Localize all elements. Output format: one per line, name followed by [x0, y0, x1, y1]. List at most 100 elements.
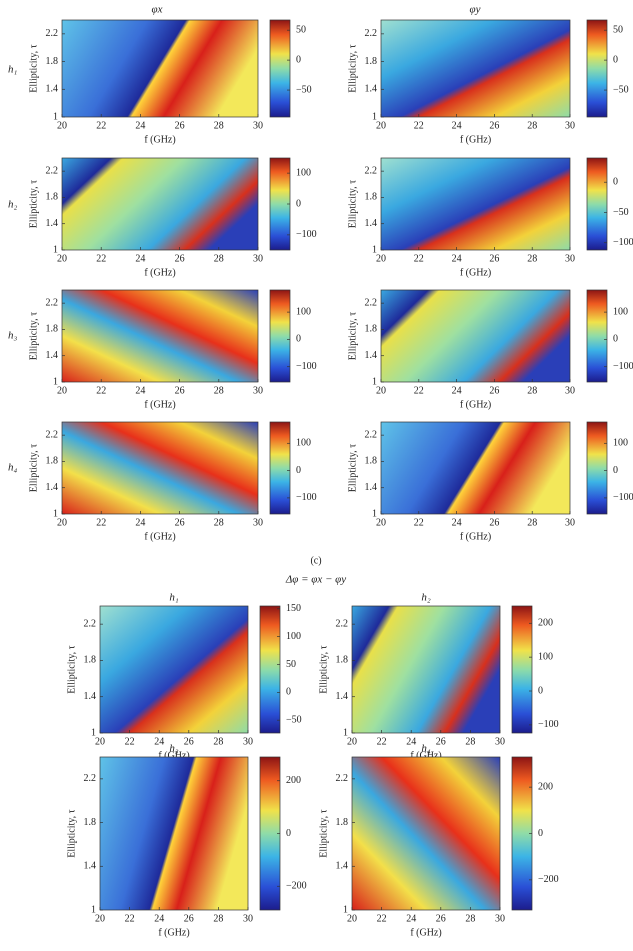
x-tick-label: 20 — [57, 120, 67, 131]
colorbar-tick-label: −50 — [613, 84, 629, 95]
x-tick-label: 28 — [214, 385, 224, 396]
x-tick-label: 20 — [57, 517, 67, 528]
caption: (c) — [310, 555, 321, 566]
y-axis-label: Ellipticity, τ — [28, 444, 39, 492]
x-tick-label: 28 — [465, 736, 475, 747]
y-axis-label: Ellipticity, τ — [28, 44, 39, 92]
y-tick-label: 1.8 — [336, 655, 349, 666]
y-tick-label: 1.4 — [336, 691, 349, 702]
panel-title: h₁ — [169, 592, 179, 604]
x-axis-label: f (GHz) — [410, 750, 441, 761]
y-tick-label: 1.4 — [46, 84, 59, 95]
x-axis-label: f (GHz) — [460, 267, 491, 278]
y-tick-label: 1 — [53, 244, 58, 255]
panel-title: h₄ — [421, 743, 431, 755]
y-axis-label: Ellipticity, τ — [318, 809, 329, 857]
colorbar — [586, 157, 608, 251]
x-tick-label: 20 — [347, 736, 357, 747]
colorbar-tick-label: −200 — [286, 881, 307, 892]
x-tick-label: 28 — [213, 736, 223, 747]
y-axis-label: Ellipticity, τ — [66, 809, 77, 857]
y-tick-label: 2.2 — [365, 28, 378, 39]
x-tick-label: 30 — [253, 253, 263, 264]
x-tick-label: 30 — [565, 120, 575, 131]
x-tick-label: 20 — [376, 385, 386, 396]
colorbar-tick-label: −100 — [538, 719, 559, 730]
colorbar-tick-label: 100 — [613, 438, 628, 449]
x-tick-label: 24 — [154, 913, 164, 924]
x-axis-label: f (GHz) — [158, 927, 189, 938]
x-tick-label: 24 — [135, 120, 145, 131]
heatmap-field — [99, 756, 249, 911]
colorbar-tick-label: −100 — [296, 361, 317, 372]
y-tick-label: 1 — [372, 376, 377, 387]
y-axis-label: Ellipticity, τ — [28, 312, 39, 360]
section-title: Δφ = φx − φy — [285, 574, 346, 586]
x-tick-label: 28 — [527, 385, 537, 396]
x-tick-label: 20 — [347, 913, 357, 924]
x-tick-label: 22 — [96, 517, 106, 528]
x-tick-label: 28 — [527, 517, 537, 528]
y-tick-label: 1.8 — [365, 192, 378, 203]
y-tick-label: 1.8 — [84, 655, 97, 666]
x-tick-label: 26 — [436, 736, 446, 747]
y-tick-label: 2.2 — [46, 165, 59, 176]
y-tick-label: 1.8 — [46, 324, 59, 335]
heatmap-field — [380, 289, 571, 383]
x-axis-label: f (GHz) — [144, 531, 175, 542]
colorbar-tick-label: −50 — [613, 207, 629, 218]
y-axis-label: Ellipticity, τ — [347, 444, 358, 492]
x-tick-label: 30 — [565, 253, 575, 264]
x-axis-label: f (GHz) — [158, 750, 189, 761]
x-tick-label: 28 — [527, 120, 537, 131]
x-tick-label: 24 — [406, 736, 416, 747]
colorbar-tick-label: 0 — [613, 54, 618, 65]
colorbar — [586, 289, 608, 383]
colorbar-tick-label: 200 — [538, 781, 553, 792]
heatmap-field — [351, 756, 501, 911]
row-label: h₄ — [8, 462, 18, 474]
colorbar-tick-label: 0 — [296, 334, 301, 345]
y-tick-label: 2.2 — [84, 773, 97, 784]
colorbar-tick-label: 0 — [538, 828, 543, 839]
heatmap-field — [380, 421, 571, 515]
x-tick-label: 22 — [125, 736, 135, 747]
x-tick-label: 24 — [452, 385, 462, 396]
x-tick-label: 26 — [489, 120, 499, 131]
y-tick-label: 1.4 — [365, 84, 378, 95]
colorbar-tick-label: −100 — [613, 492, 633, 503]
y-tick-label: 1.4 — [46, 350, 59, 361]
colorbar — [586, 19, 608, 118]
x-tick-label: 30 — [495, 736, 505, 747]
y-tick-label: 1.8 — [336, 817, 349, 828]
colorbar-tick-label: −100 — [296, 229, 317, 240]
x-tick-label: 28 — [465, 913, 475, 924]
x-tick-label: 24 — [135, 385, 145, 396]
x-tick-label: 24 — [406, 913, 416, 924]
colorbar-tick-label: 100 — [538, 651, 553, 662]
x-tick-label: 26 — [489, 517, 499, 528]
colorbar-tick-label: 50 — [296, 24, 306, 35]
x-tick-label: 30 — [243, 736, 253, 747]
heatmap-field — [351, 605, 501, 734]
y-tick-label: 1.4 — [365, 218, 378, 229]
x-tick-label: 24 — [452, 517, 462, 528]
y-tick-label: 1.4 — [46, 482, 59, 493]
heatmap-field — [380, 157, 571, 251]
x-tick-label: 28 — [214, 120, 224, 131]
x-axis-label: f (GHz) — [144, 267, 175, 278]
y-tick-label: 2.2 — [365, 165, 378, 176]
colorbar-tick-label: 100 — [286, 631, 301, 642]
y-tick-label: 1.8 — [46, 192, 59, 203]
x-tick-label: 26 — [489, 385, 499, 396]
y-tick-label: 1.4 — [336, 861, 349, 872]
y-tick-label: 1 — [53, 376, 58, 387]
x-tick-label: 20 — [57, 385, 67, 396]
x-axis-label: f (GHz) — [460, 399, 491, 410]
y-tick-label: 1 — [343, 904, 348, 915]
y-tick-label: 2.2 — [365, 429, 378, 440]
colorbar — [511, 605, 533, 734]
x-axis-label: f (GHz) — [144, 399, 175, 410]
x-tick-label: 30 — [253, 120, 263, 131]
x-tick-label: 22 — [414, 120, 424, 131]
